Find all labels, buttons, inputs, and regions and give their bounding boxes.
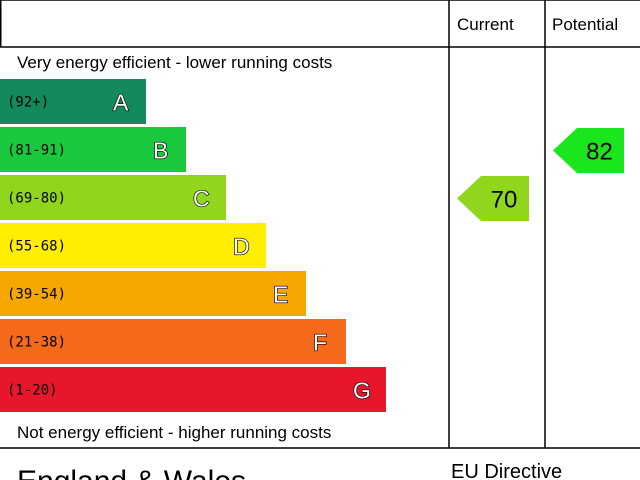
band-f-letter: F (313, 330, 327, 356)
current-rating-arrow (457, 176, 529, 221)
band-a-bar (0, 79, 146, 124)
band-g-bar (0, 367, 386, 412)
potential-rating-marker: 82 (553, 128, 624, 173)
band-b-range: (81-91) (7, 143, 66, 159)
band-f-range: (21-38) (7, 335, 66, 351)
band-c-bar (0, 175, 226, 220)
band-b-bar (0, 127, 186, 172)
directive-label: EU Directive (451, 461, 562, 480)
band-g-range: (1-20) (7, 383, 58, 399)
band-f-bar (0, 319, 346, 364)
potential-rating-arrow (553, 128, 624, 173)
band-d-bar (0, 223, 266, 268)
bottom-caption: Not energy efficient - higher running co… (17, 423, 331, 442)
band-d-letter: D (233, 234, 250, 260)
band-g-letter: G (353, 378, 371, 404)
current-column-header: Current (457, 15, 514, 34)
current-rating-marker: 70 (457, 176, 529, 221)
band-a-range: (92+) (7, 95, 49, 111)
region-label: England & Wales (17, 465, 246, 480)
band-c-range: (69-80) (7, 191, 66, 207)
band-e-letter: E (273, 282, 288, 308)
current-rating-value: 70 (491, 187, 518, 214)
band-e-bar (0, 271, 306, 316)
potential-rating-value: 82 (586, 139, 613, 166)
rating-bands: (92+) A (81-91) B (69-80) C (55-68) D (39-54) E (2… (0, 79, 386, 412)
band-d-range: (55-68) (7, 239, 66, 255)
band-e-range: (39-54) (7, 287, 66, 303)
band-c-letter: C (193, 186, 210, 212)
top-caption: Very energy efficient - lower running co… (17, 53, 332, 72)
chart-frame (0, 0, 640, 449)
band-a-letter: A (113, 90, 129, 116)
band-b-letter: B (153, 138, 168, 164)
potential-column-header: Potential (552, 15, 618, 34)
